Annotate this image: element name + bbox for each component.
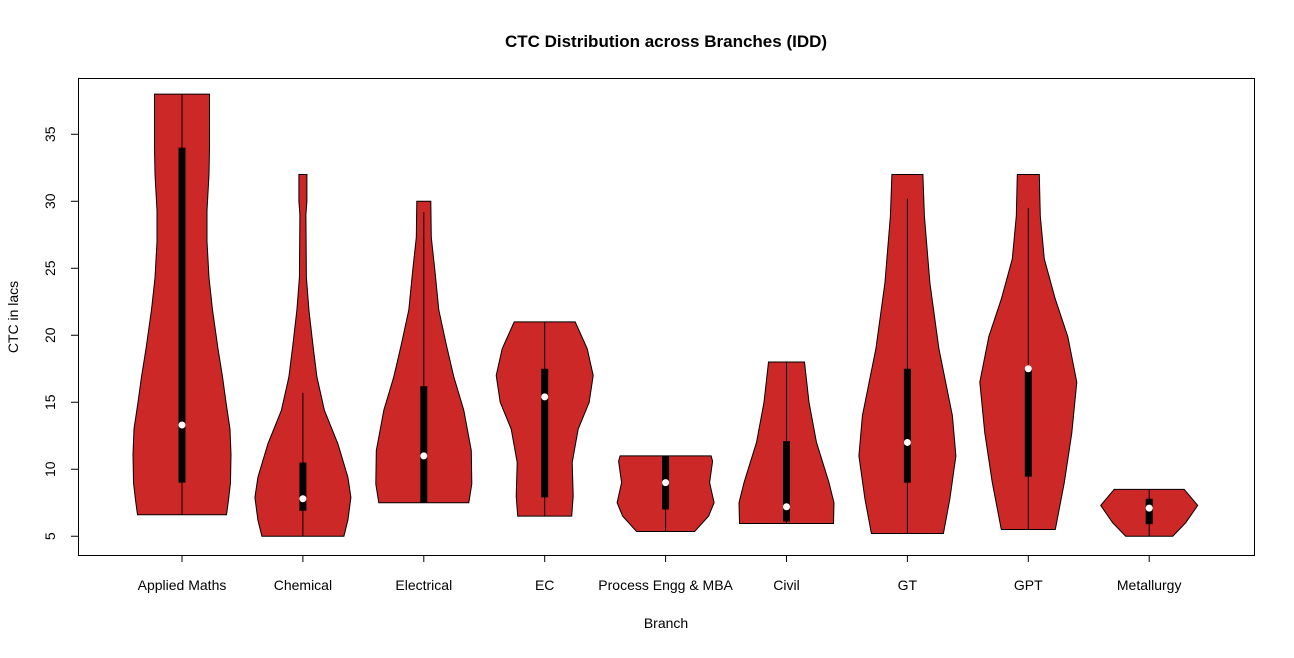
x-tick-label: GT bbox=[898, 577, 918, 593]
violin-ec bbox=[495, 321, 594, 517]
iqr-box bbox=[783, 441, 790, 522]
x-tick-label: Electrical bbox=[395, 577, 452, 593]
violin-shape bbox=[254, 173, 352, 537]
median-point bbox=[662, 479, 670, 487]
y-tick-label: 25 bbox=[42, 260, 58, 276]
violin-metallurgy bbox=[1100, 488, 1199, 537]
x-tick-label: Metallurgy bbox=[1117, 577, 1182, 593]
violin-civil bbox=[738, 361, 835, 525]
plot-frame bbox=[78, 78, 1255, 556]
y-tick-label: 20 bbox=[42, 327, 58, 343]
y-axis: 5 10 15 20 25 30 35 bbox=[42, 126, 78, 540]
x-tick-label: Process Engg & MBA bbox=[598, 577, 733, 593]
x-tick-label: Civil bbox=[773, 577, 799, 593]
x-tick-label: Applied Maths bbox=[138, 577, 227, 593]
x-tick-label: EC bbox=[535, 577, 554, 593]
median-point bbox=[903, 438, 911, 446]
iqr-box bbox=[1024, 368, 1032, 477]
x-axis: Applied Maths Chemical Electrical EC Process… bbox=[138, 555, 1182, 593]
median-point bbox=[178, 421, 186, 429]
violin-electrical bbox=[375, 200, 473, 504]
median-point bbox=[1145, 504, 1153, 512]
iqr-box bbox=[178, 147, 186, 483]
x-axis-label: Branch bbox=[644, 615, 688, 631]
violins bbox=[132, 93, 1199, 537]
violin-process-engg-mba bbox=[616, 455, 715, 533]
median-point bbox=[783, 503, 790, 511]
y-tick-label: 35 bbox=[42, 126, 58, 142]
median-point bbox=[299, 495, 307, 503]
median-point bbox=[1024, 365, 1032, 373]
y-tick-label: 30 bbox=[42, 193, 58, 209]
iqr-box bbox=[541, 368, 549, 498]
iqr-box bbox=[420, 386, 428, 503]
median-point bbox=[420, 452, 428, 460]
median-point bbox=[541, 393, 549, 401]
violin-gpt bbox=[979, 173, 1078, 531]
violin-chemical bbox=[254, 173, 352, 537]
x-tick-label: GPT bbox=[1014, 577, 1043, 593]
iqr-box bbox=[903, 368, 911, 483]
iqr-box bbox=[299, 462, 307, 511]
y-tick-label: 15 bbox=[42, 394, 58, 410]
chart-title: CTC Distribution across Branches (IDD) bbox=[505, 32, 827, 51]
violin-applied-maths bbox=[132, 93, 232, 516]
y-axis-label: CTC in lacs bbox=[5, 281, 21, 353]
y-tick-label: 10 bbox=[42, 461, 58, 477]
violin-gt bbox=[858, 173, 957, 535]
x-tick-label: Chemical bbox=[274, 577, 332, 593]
y-tick-label: 5 bbox=[42, 532, 58, 540]
